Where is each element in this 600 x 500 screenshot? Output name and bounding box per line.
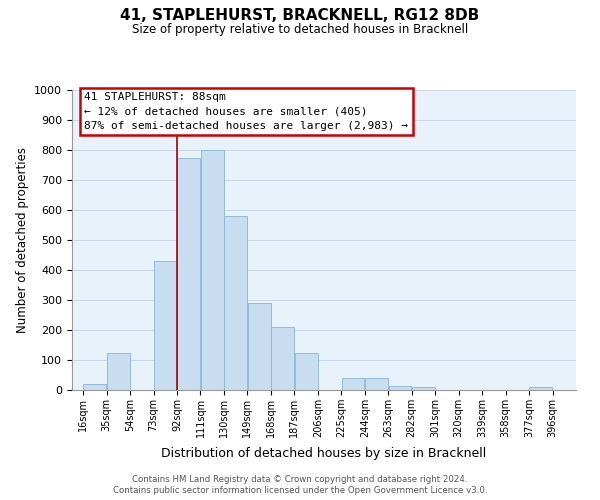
Bar	[389, 386, 412, 390]
Bar	[178, 158, 200, 390]
Text: 41, STAPLEHURST, BRACKNELL, RG12 8DB: 41, STAPLEHURST, BRACKNELL, RG12 8DB	[121, 8, 479, 22]
Bar	[154, 261, 176, 390]
Y-axis label: Number of detached properties: Number of detached properties	[16, 147, 29, 333]
Bar	[341, 378, 364, 390]
Text: 41 STAPLEHURST: 88sqm
← 12% of detached houses are smaller (405)
87% of semi-det: 41 STAPLEHURST: 88sqm ← 12% of detached …	[85, 92, 409, 131]
Bar	[224, 216, 247, 390]
Text: Size of property relative to detached houses in Bracknell: Size of property relative to detached ho…	[132, 22, 468, 36]
Bar	[295, 352, 317, 390]
Text: Contains public sector information licensed under the Open Government Licence v3: Contains public sector information licen…	[113, 486, 487, 495]
Text: Distribution of detached houses by size in Bracknell: Distribution of detached houses by size …	[161, 448, 487, 460]
Text: Contains HM Land Registry data © Crown copyright and database right 2024.: Contains HM Land Registry data © Crown c…	[132, 475, 468, 484]
Bar	[529, 387, 552, 390]
Bar	[83, 384, 106, 390]
Bar	[107, 352, 130, 390]
Bar	[271, 327, 294, 390]
Bar	[365, 378, 388, 390]
Bar	[412, 387, 435, 390]
Bar	[201, 150, 224, 390]
Bar	[248, 303, 271, 390]
